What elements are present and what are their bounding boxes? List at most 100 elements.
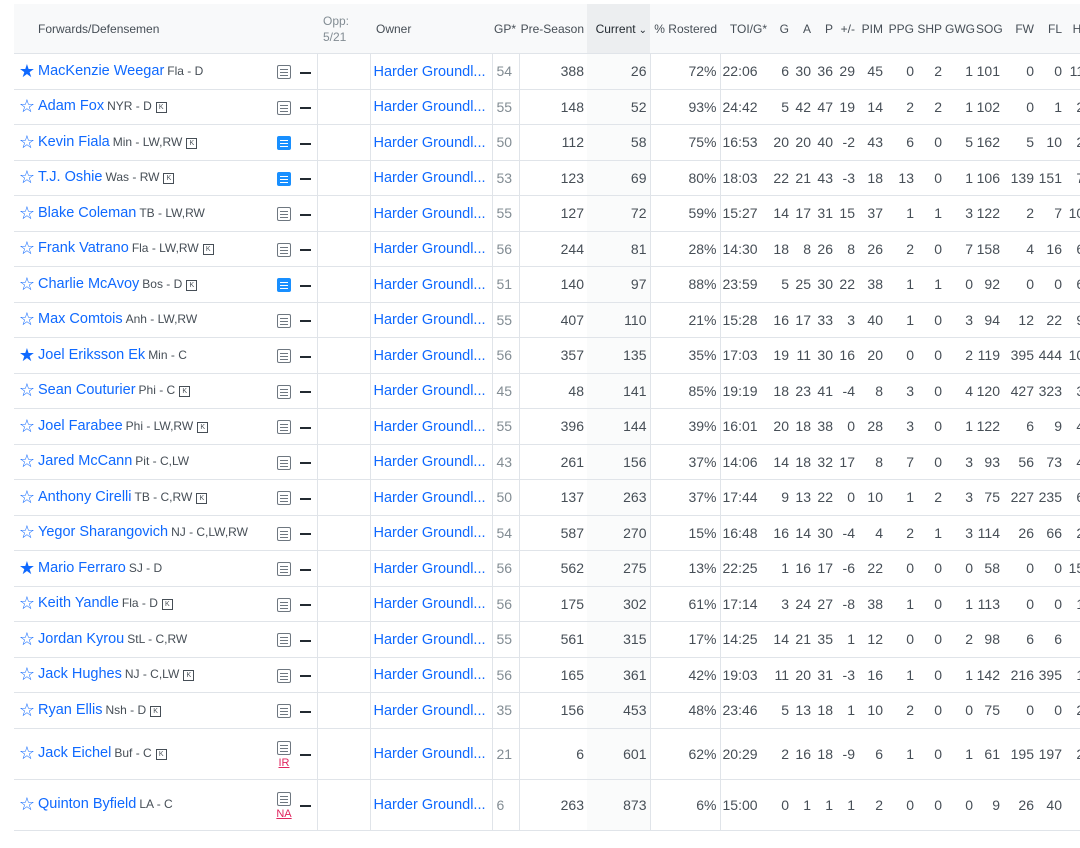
player-name-link[interactable]: Adam Fox xyxy=(38,98,105,115)
notes-icon[interactable] xyxy=(277,65,291,80)
star-icon[interactable]: ☆ xyxy=(18,743,36,763)
header-pim[interactable]: PIM xyxy=(858,4,886,54)
star-icon[interactable]: ☆ xyxy=(18,699,36,720)
star-icon[interactable]: ☆ xyxy=(18,486,36,507)
star-icon[interactable]: ☆ xyxy=(18,451,36,472)
star-filled-icon[interactable]: ★ xyxy=(18,344,36,365)
notes-icon[interactable] xyxy=(277,491,291,506)
header-p[interactable]: P xyxy=(814,4,836,54)
header-rostered[interactable]: % Rostered xyxy=(650,4,720,54)
header-fw[interactable]: FW xyxy=(1003,4,1037,54)
owner-team-link[interactable]: Harder Groundl... xyxy=(373,702,486,719)
star-icon[interactable]: ☆ xyxy=(18,131,36,152)
owner-team-link[interactable]: Harder Groundl... xyxy=(373,63,486,80)
owner-team-link[interactable]: Harder Groundl... xyxy=(373,418,486,435)
notes-icon[interactable] xyxy=(277,597,291,612)
notes-icon[interactable] xyxy=(277,136,291,151)
player-name-link[interactable]: Blake Coleman xyxy=(38,204,137,221)
header-sog[interactable]: SOG xyxy=(976,4,1003,54)
player-name-link[interactable]: Mario Ferraro xyxy=(38,559,126,576)
owner-team-link[interactable]: Harder Groundl... xyxy=(373,525,486,542)
star-icon[interactable]: ☆ xyxy=(18,415,36,436)
player-name-link[interactable]: Frank Vatrano xyxy=(38,240,129,257)
header-hit[interactable]: HIT xyxy=(1065,4,1080,54)
star-icon[interactable]: ☆ xyxy=(18,628,36,649)
star-filled-icon[interactable]: ★ xyxy=(18,60,36,81)
owner-team-link[interactable]: Harder Groundl... xyxy=(373,205,486,222)
notes-icon[interactable] xyxy=(277,349,291,364)
star-icon[interactable]: ☆ xyxy=(18,380,36,401)
star-icon[interactable]: ☆ xyxy=(18,593,36,614)
owner-team-link[interactable]: Harder Groundl... xyxy=(373,383,486,400)
player-status-badge[interactable]: IR xyxy=(278,756,290,769)
owner-team-link[interactable]: Harder Groundl... xyxy=(373,631,486,648)
star-icon[interactable]: ☆ xyxy=(18,309,36,330)
header-toi[interactable]: TOI/G* xyxy=(720,4,770,54)
owner-team-link[interactable]: Harder Groundl... xyxy=(373,134,486,151)
player-name-link[interactable]: Ryan Ellis xyxy=(38,701,103,718)
notes-icon[interactable] xyxy=(277,740,291,755)
header-a[interactable]: A xyxy=(792,4,814,54)
owner-team-link[interactable]: Harder Groundl... xyxy=(373,667,486,684)
player-name-link[interactable]: Yegor Sharangovich xyxy=(38,524,169,541)
star-filled-icon[interactable]: ★ xyxy=(18,557,36,578)
notes-icon[interactable] xyxy=(277,313,291,328)
player-name-link[interactable]: Jordan Kyrou xyxy=(38,630,125,647)
star-icon[interactable]: ☆ xyxy=(18,522,36,543)
header-ppg[interactable]: PPG xyxy=(886,4,917,54)
header-gwg[interactable]: GWG xyxy=(945,4,976,54)
notes-icon[interactable] xyxy=(277,242,291,257)
notes-icon[interactable] xyxy=(277,384,291,399)
player-name-link[interactable]: MacKenzie Weegar xyxy=(38,62,165,79)
header-plusminus[interactable]: +/- xyxy=(836,4,858,54)
owner-team-link[interactable]: Harder Groundl... xyxy=(373,560,486,577)
player-status-badge[interactable]: NA xyxy=(276,807,292,820)
owner-team-link[interactable]: Harder Groundl... xyxy=(373,170,486,187)
notes-icon[interactable] xyxy=(277,455,291,470)
header-gp[interactable]: GP* xyxy=(492,4,519,54)
header-g[interactable]: G xyxy=(770,4,792,54)
player-name-link[interactable]: Sean Couturier xyxy=(38,382,136,399)
star-icon[interactable]: ☆ xyxy=(18,794,36,814)
player-name-link[interactable]: Keith Yandle xyxy=(38,595,119,612)
notes-icon[interactable] xyxy=(277,278,291,293)
header-current[interactable]: Current ⌄ xyxy=(587,4,650,54)
player-name-link[interactable]: Quinton Byfield xyxy=(38,796,137,813)
player-name-link[interactable]: Jack Eichel xyxy=(38,745,112,762)
notes-icon[interactable] xyxy=(277,420,291,435)
owner-team-link[interactable]: Harder Groundl... xyxy=(373,241,486,258)
notes-icon[interactable] xyxy=(277,791,291,806)
player-name-link[interactable]: Joel Eriksson Ek xyxy=(38,346,146,363)
star-icon[interactable]: ☆ xyxy=(18,238,36,259)
notes-icon[interactable] xyxy=(277,668,291,683)
header-shp[interactable]: SHP xyxy=(917,4,945,54)
notes-icon[interactable] xyxy=(277,171,291,186)
player-name-link[interactable]: Kevin Fiala xyxy=(38,133,110,150)
header-fl[interactable]: FL xyxy=(1037,4,1065,54)
star-icon[interactable]: ☆ xyxy=(18,167,36,188)
owner-team-link[interactable]: Harder Groundl... xyxy=(373,276,486,293)
player-name-link[interactable]: Charlie McAvoy xyxy=(38,275,140,292)
owner-team-link[interactable]: Harder Groundl... xyxy=(373,797,486,813)
star-icon[interactable]: ☆ xyxy=(18,202,36,223)
star-icon[interactable]: ☆ xyxy=(18,273,36,294)
notes-icon[interactable] xyxy=(277,526,291,541)
player-name-link[interactable]: Jack Hughes xyxy=(38,666,122,683)
owner-team-link[interactable]: Harder Groundl... xyxy=(373,489,486,506)
owner-team-link[interactable]: Harder Groundl... xyxy=(373,347,486,364)
notes-icon[interactable] xyxy=(277,704,291,719)
owner-team-link[interactable]: Harder Groundl... xyxy=(373,454,486,471)
owner-team-link[interactable]: Harder Groundl... xyxy=(373,99,486,116)
notes-icon[interactable] xyxy=(277,633,291,648)
star-icon[interactable]: ☆ xyxy=(18,664,36,685)
owner-team-link[interactable]: Harder Groundl... xyxy=(373,746,486,762)
player-name-link[interactable]: T.J. Oshie xyxy=(38,169,103,186)
notes-icon[interactable] xyxy=(277,562,291,577)
notes-icon[interactable] xyxy=(277,207,291,222)
player-name-link[interactable]: Jared McCann xyxy=(38,453,133,470)
owner-team-link[interactable]: Harder Groundl... xyxy=(373,596,486,613)
owner-team-link[interactable]: Harder Groundl... xyxy=(373,312,486,329)
player-name-link[interactable]: Max Comtois xyxy=(38,311,123,328)
notes-icon[interactable] xyxy=(277,100,291,115)
player-name-link[interactable]: Joel Farabee xyxy=(38,417,123,434)
